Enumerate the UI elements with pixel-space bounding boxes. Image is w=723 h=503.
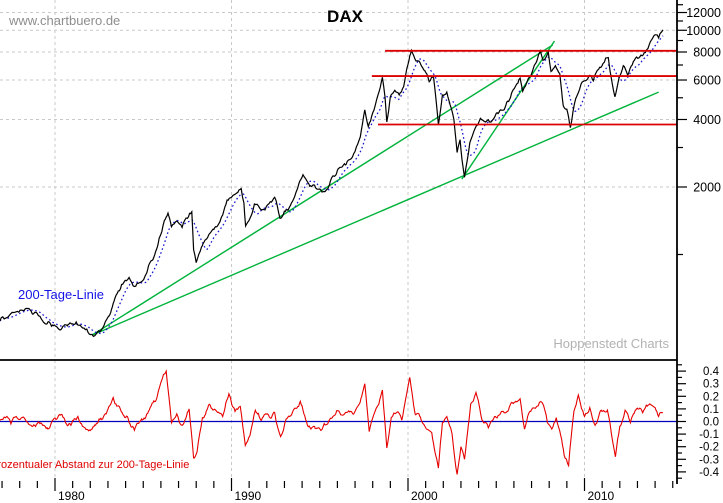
chart-title: DAX xyxy=(327,7,363,26)
y-axis-label-main: 10000 xyxy=(686,24,721,38)
axes-frame xyxy=(0,0,678,484)
y-axis-label-main: 6000 xyxy=(693,74,721,88)
watermark: www.chartbuero.de xyxy=(9,13,121,28)
price-line xyxy=(0,29,664,338)
y-axis-label-main: 2000 xyxy=(693,181,721,195)
y-axis-lower: 0.40.30.20.10.0-0.1-0.2-0.3-0.4 xyxy=(677,364,720,479)
x-axis-label: 1980 xyxy=(58,489,85,503)
ma-label: 200-Tage-Linie xyxy=(18,287,105,302)
y-axis-main: 2000 4000 6000 8000 10000 12000 xyxy=(677,4,721,256)
y-axis-label-lower: 0.0 xyxy=(703,417,719,429)
y-axis-label-lower: 0.3 xyxy=(703,379,719,391)
lower-panel-label: Prozentualer Abstand zur 200-Tage-Linie xyxy=(0,459,190,471)
y-axis-label-main: 12000 xyxy=(686,6,721,20)
y-axis-label-lower: -0.2 xyxy=(699,442,719,454)
oscillator-line xyxy=(0,369,664,475)
y-axis-label-lower: -0.4 xyxy=(699,467,719,479)
x-axis-label: 1990 xyxy=(235,489,262,503)
resistance-lines xyxy=(371,49,677,126)
y-axis-label-main: 8000 xyxy=(693,46,721,60)
y-axis-label-lower: -0.3 xyxy=(699,454,719,466)
y-axis-label-lower: 0.2 xyxy=(703,391,719,403)
moving-average-line xyxy=(0,35,664,335)
y-axis-label-main: 4000 xyxy=(693,113,721,127)
y-axis-label-lower: -0.1 xyxy=(699,429,719,441)
x-axis-label: 2000 xyxy=(411,489,438,503)
y-axis-label-lower: 0.4 xyxy=(703,366,720,378)
x-axis: 1980 1990 2000 2010 xyxy=(1,478,674,503)
x-axis-label: 2010 xyxy=(588,489,615,503)
y-axis-label-lower: 0.1 xyxy=(703,404,719,416)
trend-lines xyxy=(91,40,659,336)
source-label: Hoppenstedt Charts xyxy=(553,336,669,351)
